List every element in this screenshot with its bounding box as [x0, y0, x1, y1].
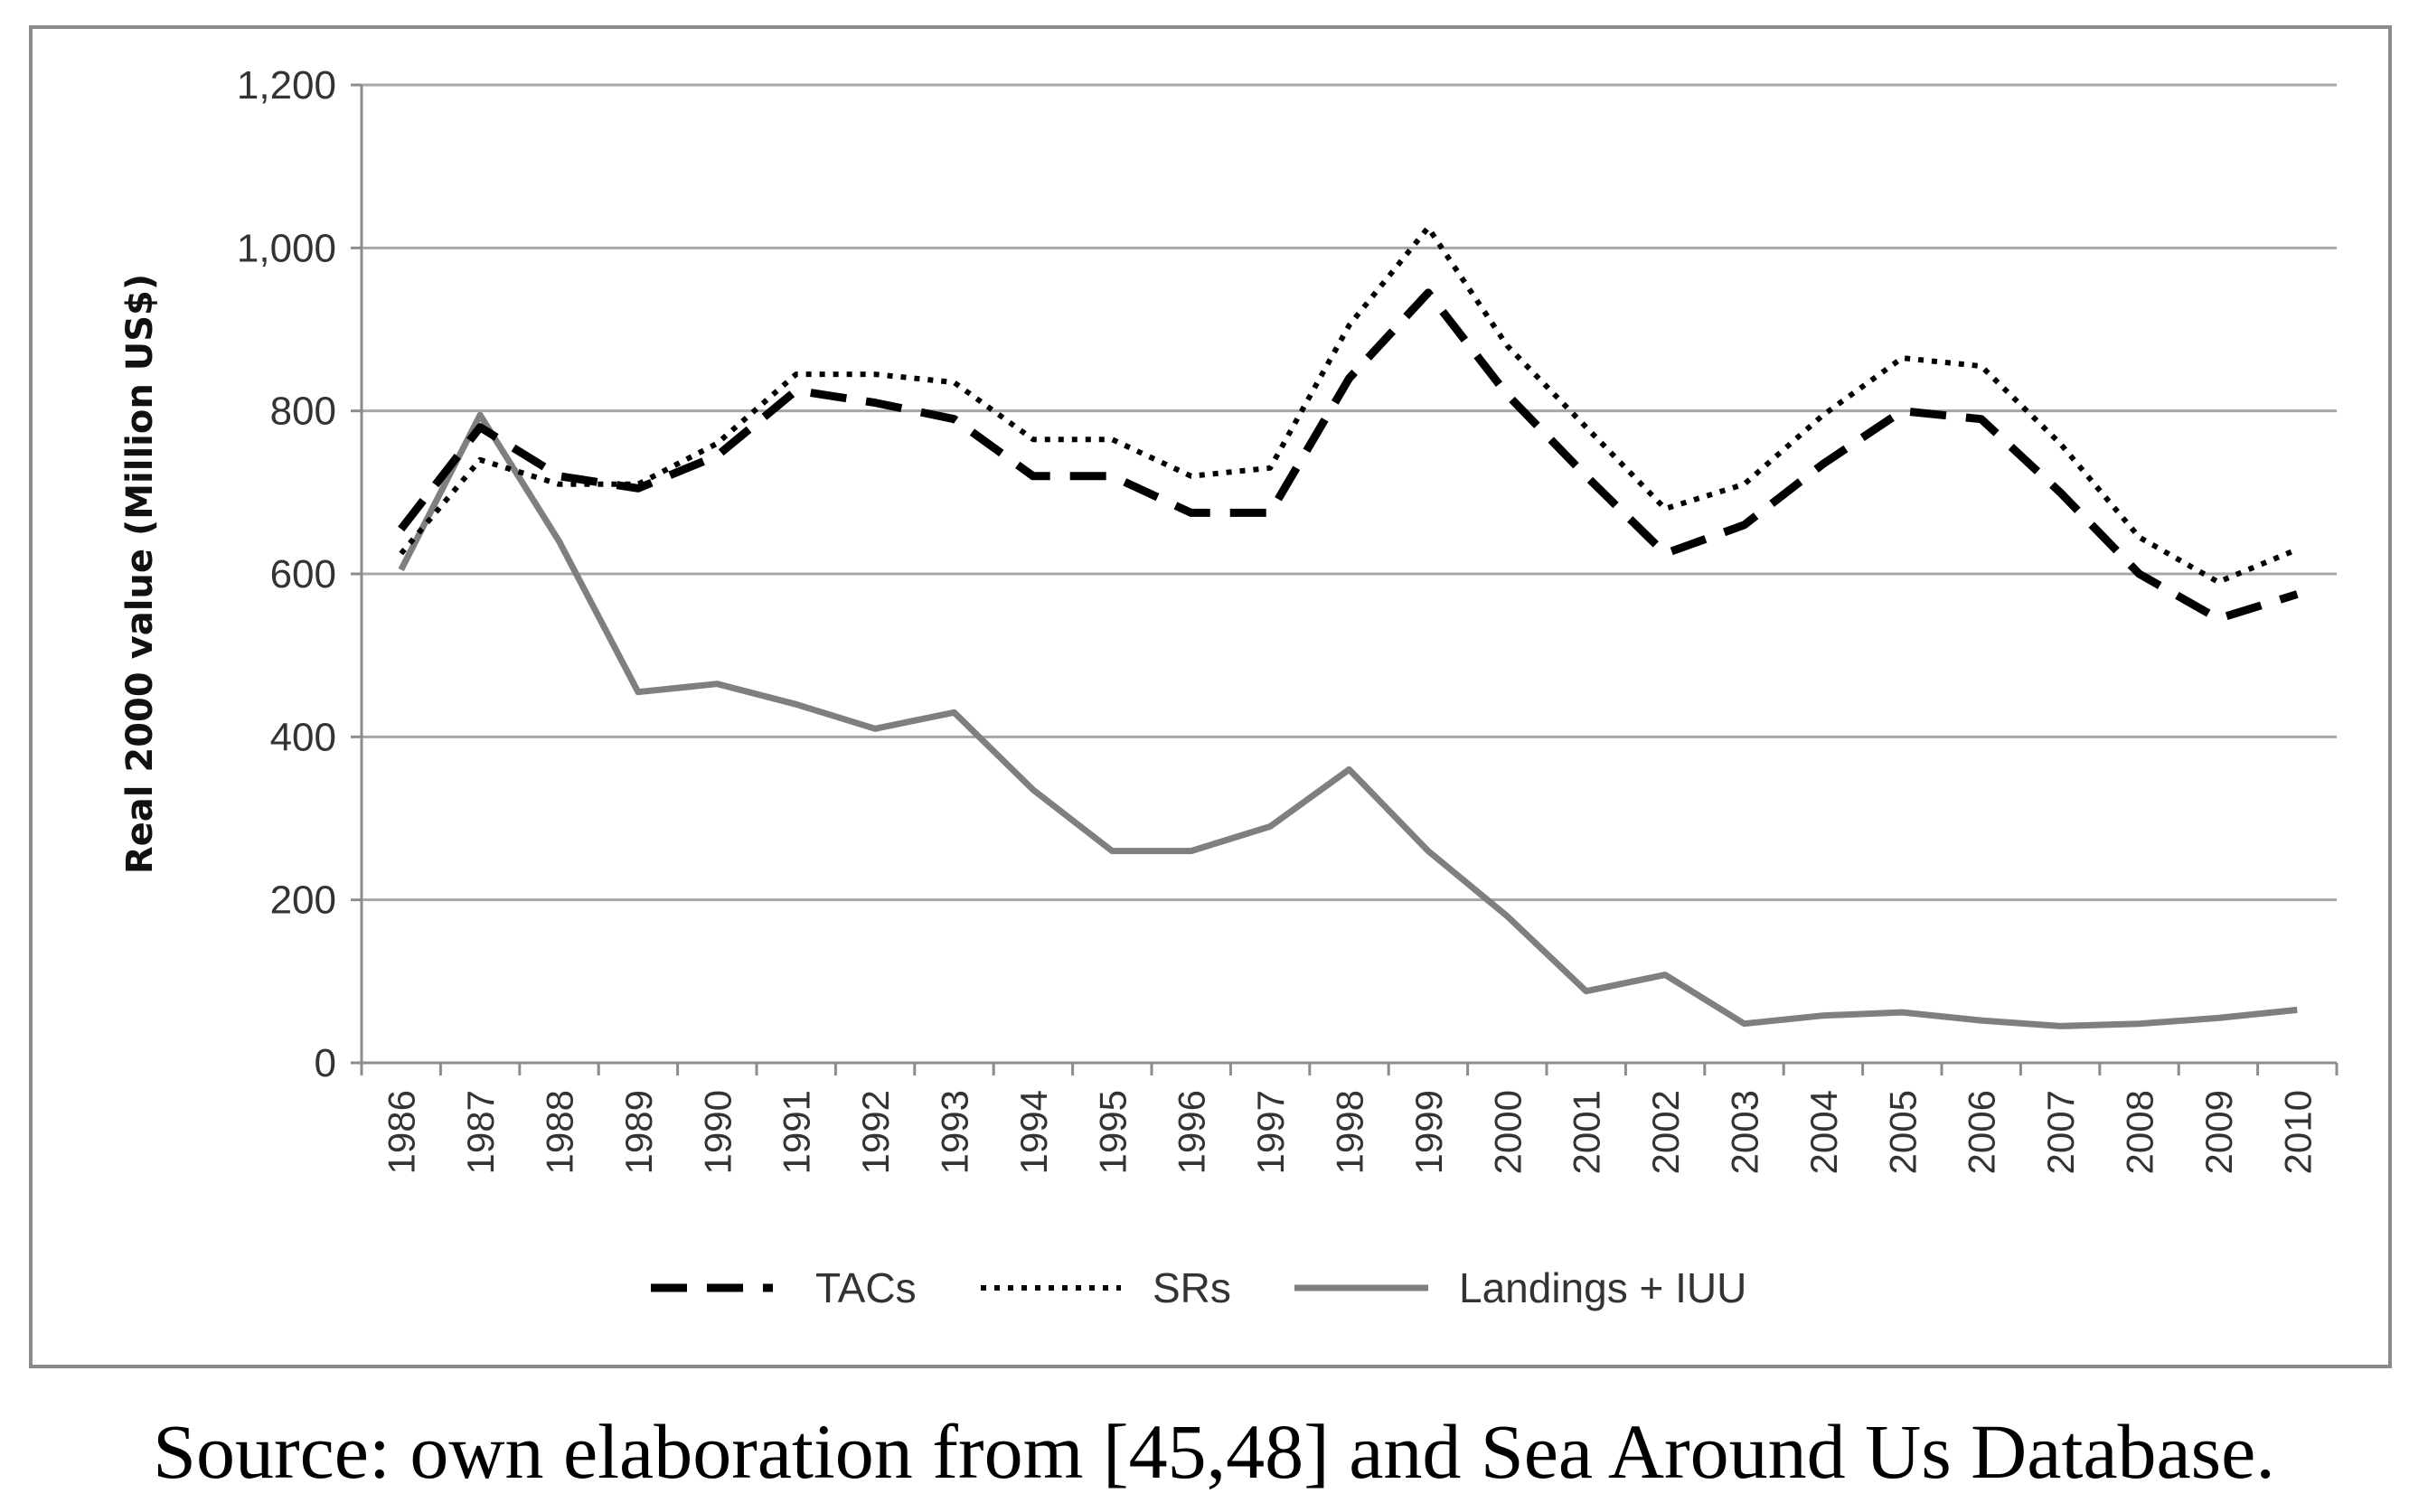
data-point — [1110, 474, 1114, 478]
x-tick-label: 2006 — [1961, 1090, 2003, 1174]
data-point — [1585, 474, 1588, 478]
y-tick-label: 600 — [270, 552, 336, 596]
data-point — [1663, 507, 1667, 511]
x-tick-label: 1998 — [1329, 1090, 1371, 1174]
x-tick-label: 1997 — [1249, 1090, 1292, 1174]
data-point — [1505, 393, 1509, 397]
legend-label: TACs — [815, 1264, 917, 1311]
x-tick-label: 1995 — [1091, 1090, 1134, 1174]
x-tick-label: 1999 — [1407, 1090, 1450, 1174]
legend-item-tacs: TACs — [651, 1264, 917, 1311]
series-line-srs — [399, 224, 2299, 585]
y-tick-label: 0 — [315, 1041, 336, 1085]
series-line-tacs — [398, 288, 2299, 624]
data-point — [558, 474, 561, 478]
legend-item-landings-iuu: Landings + IUU — [1294, 1264, 1746, 1311]
x-tick-label: 2008 — [2119, 1090, 2161, 1174]
x-tick-label: 2000 — [1486, 1090, 1529, 1174]
data-point — [1663, 551, 1667, 555]
data-point — [2058, 442, 2062, 446]
x-tick-label: 1990 — [696, 1090, 739, 1174]
data-point — [2216, 580, 2220, 584]
data-point — [715, 454, 719, 457]
figure-caption: Source: own elaboration from [45,48] and… — [153, 1408, 2275, 1495]
line-chart: 0 200 400 600 800 1,000 1,200 1986 1987 1988 1989 1… — [119, 63, 2339, 1311]
y-tick-label: 1,200 — [237, 63, 336, 108]
x-tick-label: 2007 — [2039, 1090, 2082, 1174]
x-tick-label: 2009 — [2197, 1090, 2240, 1174]
x-tick-label: 1994 — [1012, 1090, 1055, 1174]
x-tick-label: 2010 — [2276, 1090, 2319, 1174]
x-tick-label: 2005 — [1881, 1090, 1924, 1174]
x-tick-label: 1989 — [617, 1090, 660, 1174]
x-tick-label: 2004 — [1802, 1090, 1845, 1174]
x-tick-label: 1993 — [934, 1090, 976, 1174]
x-tick-label: 1992 — [854, 1090, 897, 1174]
data-point — [2138, 535, 2141, 539]
data-point — [1426, 226, 1430, 230]
y-tick-label: 200 — [270, 878, 336, 923]
data-point — [2295, 548, 2299, 551]
data-point — [1821, 413, 1825, 417]
y-tick-label: 1,000 — [237, 226, 336, 270]
x-tick-label: 2002 — [1644, 1090, 1687, 1174]
data-point — [1268, 511, 1272, 514]
x-tick-label: 1996 — [1171, 1090, 1213, 1174]
y-tick-label: 800 — [270, 390, 336, 434]
x-tick-label: 1988 — [539, 1090, 581, 1174]
legend-item-srs: SRs — [981, 1264, 1231, 1311]
data-point — [1900, 356, 1904, 360]
x-tick-label: 2001 — [1566, 1090, 1608, 1174]
y-tick-label: 400 — [270, 715, 336, 759]
x-tick-label: 1987 — [459, 1090, 502, 1174]
y-axis-title: Real 2000 value (Million US$) — [119, 274, 161, 874]
x-tick-label: 1991 — [776, 1090, 818, 1174]
x-tick-label: 1986 — [381, 1090, 423, 1174]
legend-label: Landings + IUU — [1459, 1264, 1746, 1311]
data-point — [1980, 364, 1983, 368]
data-point — [795, 389, 798, 392]
series-line-landings-iuu — [398, 411, 2298, 1029]
x-tick-label: 2003 — [1724, 1090, 1766, 1174]
data-point — [2216, 617, 2220, 621]
legend-label: SRs — [1153, 1264, 1231, 1311]
